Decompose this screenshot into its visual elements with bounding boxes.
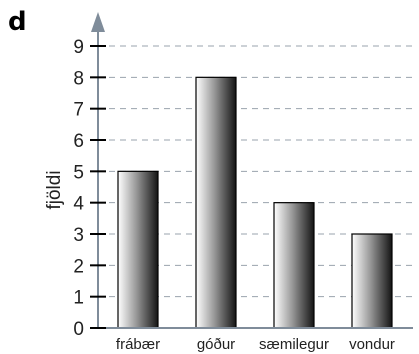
- y-tick-label: 4: [73, 194, 84, 215]
- y-tick-label: 7: [73, 100, 84, 121]
- y-tick-label: 6: [73, 131, 84, 152]
- gridlines: [98, 45, 413, 298]
- bar-4: [351, 233, 393, 329]
- y-tick-label: 5: [73, 162, 84, 183]
- y-tick-label: 0: [73, 319, 84, 340]
- y-tick-label: 8: [73, 68, 84, 89]
- x-category-label: sæmilegur: [259, 336, 329, 353]
- y-ticks: 0 1 2 3 4 5 6 7 8 9: [73, 37, 106, 340]
- x-category-label: vondur: [349, 336, 395, 353]
- y-axis-arrow-icon: [91, 12, 105, 32]
- x-category-labels: frábær góður sæmilegur vondur: [116, 336, 395, 353]
- y-tick-label: 1: [73, 288, 84, 309]
- bar-2: [195, 76, 237, 329]
- y-tick-label: 2: [73, 256, 84, 277]
- y-tick-label: 3: [73, 225, 84, 246]
- bar-3: [273, 202, 315, 329]
- panel-letter: d: [8, 7, 27, 37]
- bar-1: [117, 170, 159, 329]
- x-category-label: frábær: [116, 336, 160, 353]
- bars: [117, 76, 393, 329]
- y-axis-title: fjöldi: [44, 170, 65, 209]
- x-category-label: góður: [197, 336, 235, 353]
- y-tick-label: 9: [73, 37, 84, 58]
